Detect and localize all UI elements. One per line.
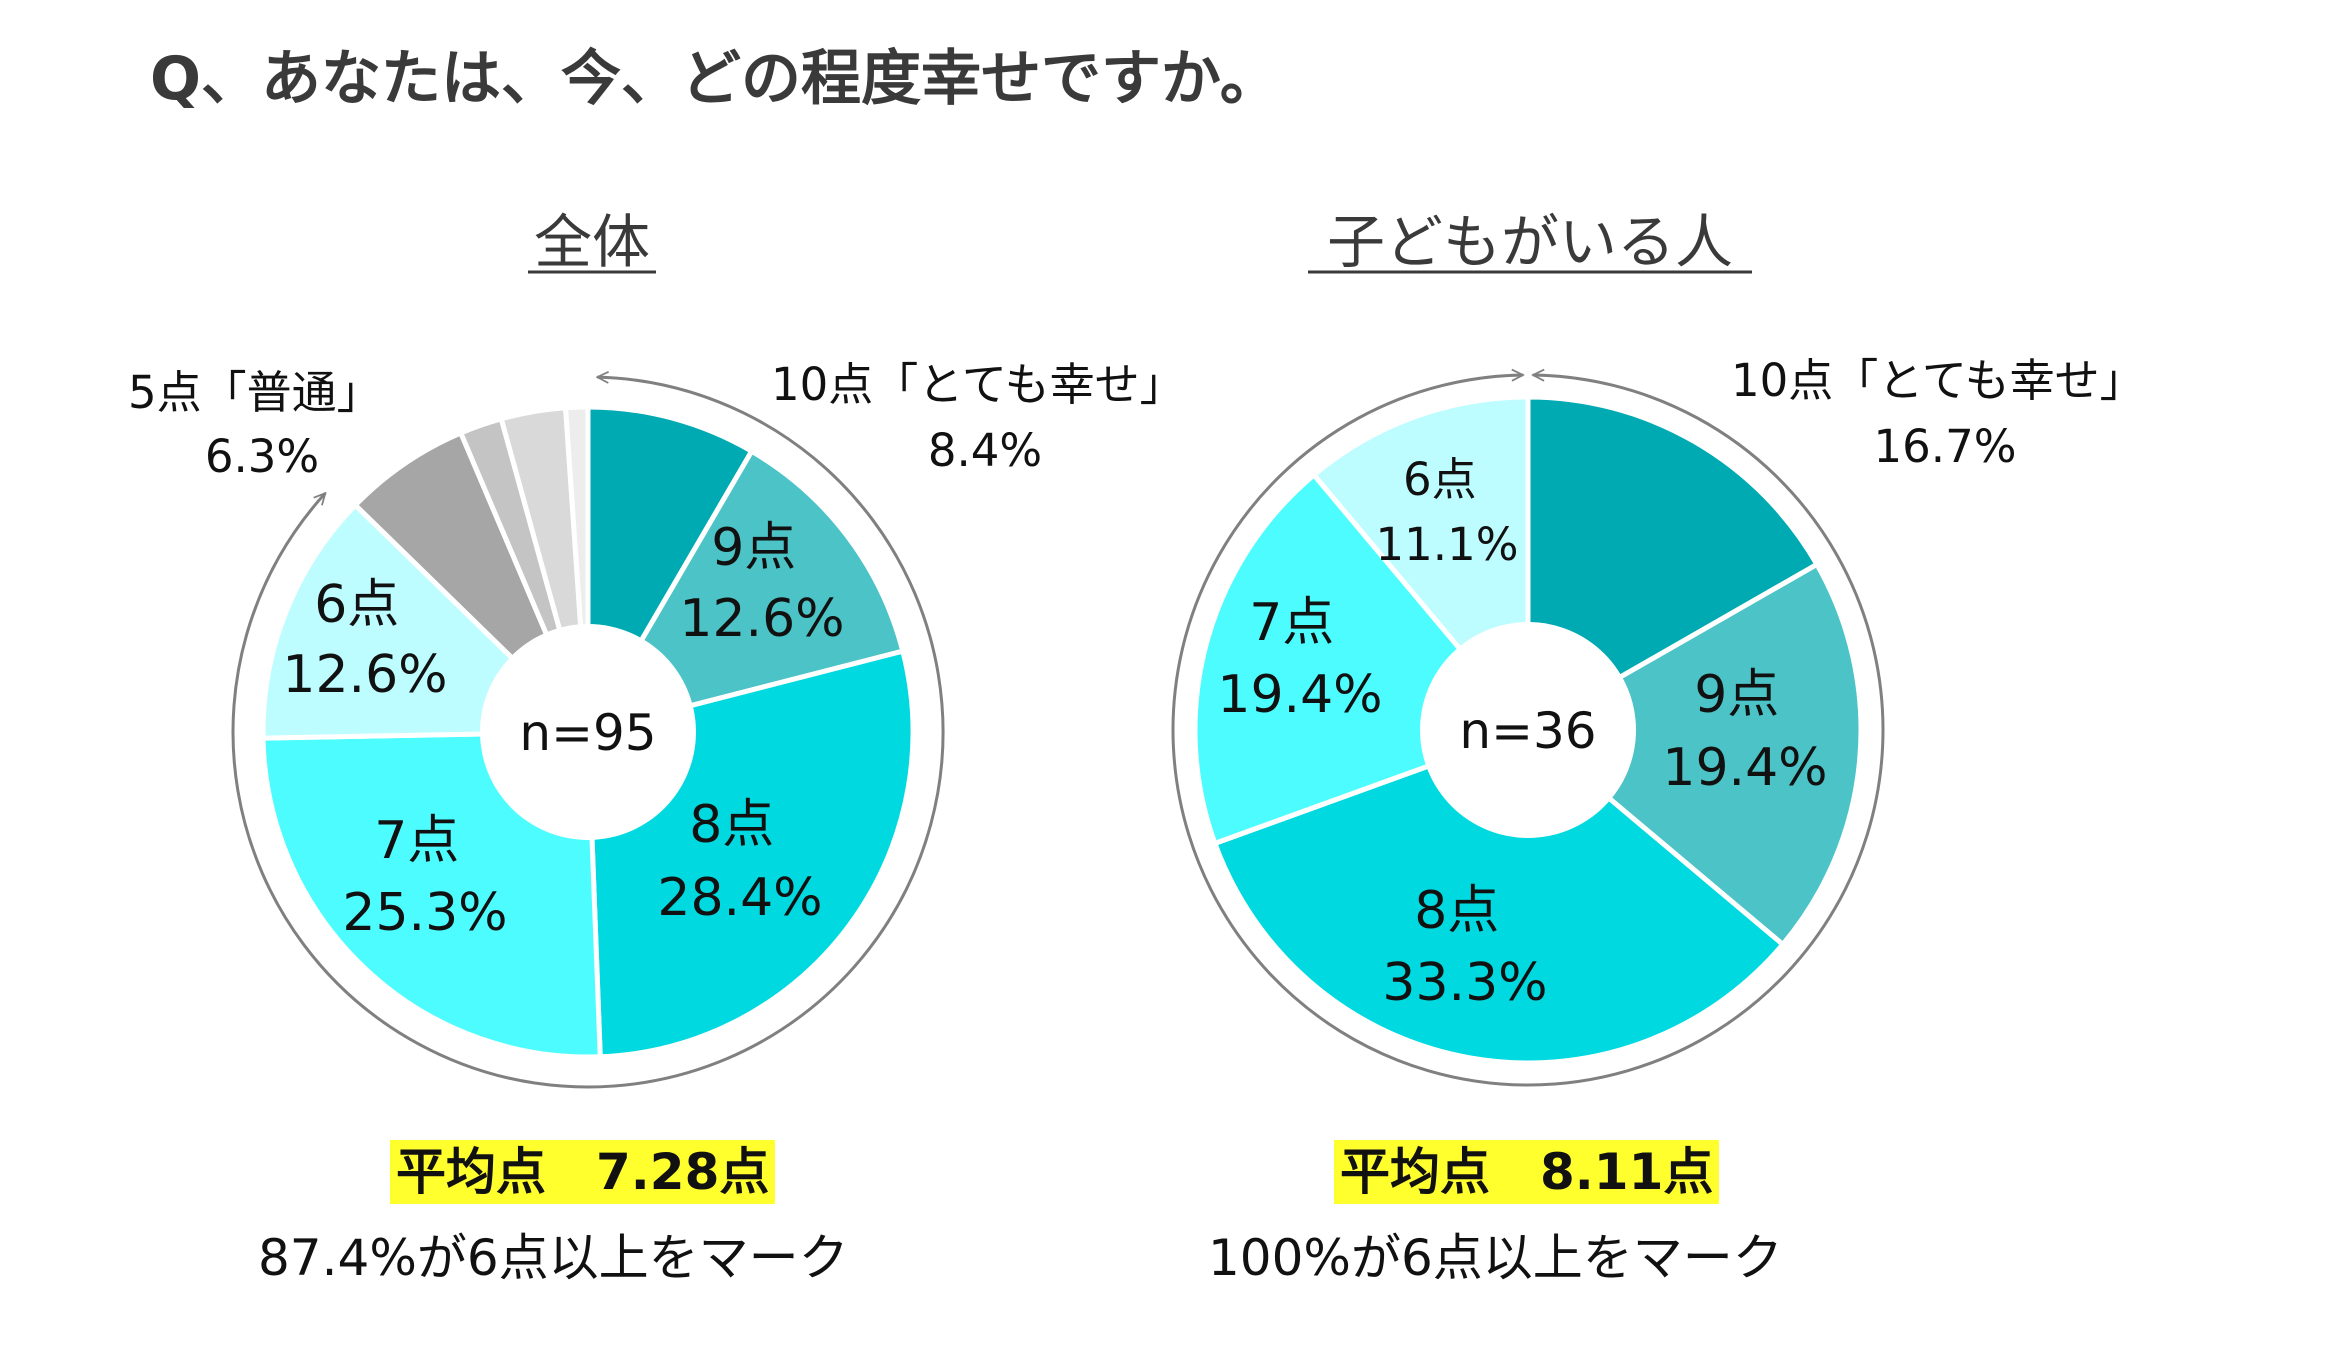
pie-slice-2	[1211, 727, 1787, 1066]
average-score-overall: 平均点 7.28点	[390, 1140, 776, 1204]
slice-label-8: 8点 33.3%	[1382, 881, 1547, 1013]
pie-chart-with-children: 子どもがいる人 n=36 10点「とても幸せ」 16.7% 9点 19.4% 8…	[1171, 208, 2159, 1087]
question-title: Q、あなたは、今、どの程度幸せですか。	[150, 44, 1280, 114]
pie-slice-0	[1525, 394, 1821, 735]
pie-slices	[1192, 394, 1864, 1066]
six-plus-range-arc	[231, 377, 945, 1089]
sample-size-label: n=95	[519, 704, 656, 762]
slice-label-6: 6点 11.1%	[1376, 453, 1519, 571]
slice-label-6: 6点 12.6%	[282, 575, 447, 705]
slice-label-7: 7点 19.4%	[1217, 593, 1382, 725]
average-score-with-children: 平均点 8.11点	[1334, 1140, 1720, 1204]
donut-hole	[1420, 622, 1636, 838]
pie-chart-overall: 全体 n=95 10点「とても幸せ」 8.4% 9点 12.6% 8点 28.4…	[128, 208, 1199, 1089]
slice-label-9: 9点 19.4%	[1662, 665, 1827, 798]
sample-size-label: n=36	[1459, 702, 1596, 760]
slice-label-10: 10点「とても幸せ」 16.7%	[1731, 354, 2159, 473]
pie-slice-1	[1523, 560, 1864, 948]
six-plus-share-with-children: 100%が6点以上をマーク	[1208, 1229, 1783, 1287]
pie-slice-3	[260, 729, 603, 1060]
six-plus-share-overall: 87.4%が6点以上をマーク	[258, 1229, 849, 1287]
slice-label-8: 8点 28.4%	[657, 795, 822, 928]
slice-label-9: 9点 12.6%	[679, 518, 844, 649]
slice-label-10: 10点「とても幸せ」 8.4%	[771, 358, 1199, 477]
chart-title: 子どもがいる人	[1327, 208, 1733, 276]
donut-hole	[480, 624, 696, 840]
six-plus-range-arc	[1171, 375, 1885, 1087]
slice-label-7: 7点 25.3%	[342, 811, 507, 943]
chart-title: 全体	[534, 208, 650, 276]
slice-label-5: 5点「普通」 6.3%	[128, 366, 396, 483]
